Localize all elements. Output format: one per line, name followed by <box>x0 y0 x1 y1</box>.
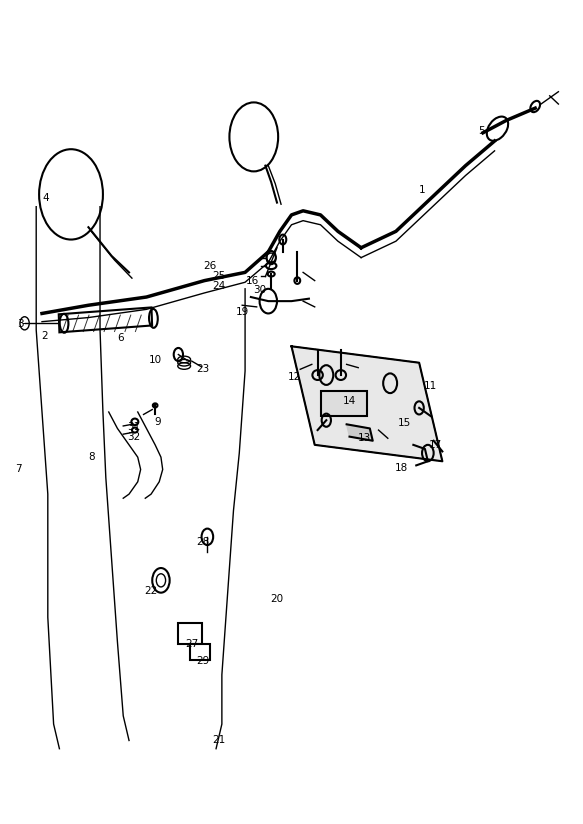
Text: 14: 14 <box>343 396 356 406</box>
Text: 19: 19 <box>236 307 249 316</box>
Text: 25: 25 <box>212 271 226 282</box>
Bar <box>178 623 202 644</box>
Text: 6: 6 <box>117 333 124 343</box>
Bar <box>59 307 152 332</box>
Text: 30: 30 <box>253 284 266 295</box>
Polygon shape <box>347 424 373 441</box>
Text: 27: 27 <box>185 639 198 648</box>
Text: 18: 18 <box>395 463 408 473</box>
Text: 5: 5 <box>479 126 485 136</box>
Text: 7: 7 <box>16 465 22 475</box>
Text: 13: 13 <box>357 433 371 443</box>
Bar <box>190 644 210 660</box>
Text: 28: 28 <box>196 536 210 547</box>
Text: 21: 21 <box>212 736 226 746</box>
Text: 16: 16 <box>246 275 259 286</box>
Text: 20: 20 <box>271 594 283 604</box>
Text: 2: 2 <box>41 330 48 340</box>
Text: 15: 15 <box>398 418 411 428</box>
Text: 10: 10 <box>149 355 161 365</box>
Text: 8: 8 <box>88 452 94 462</box>
Text: 1: 1 <box>419 185 426 195</box>
Text: 9: 9 <box>154 417 161 427</box>
Bar <box>321 391 367 416</box>
Text: 12: 12 <box>288 372 301 382</box>
Text: 24: 24 <box>212 281 226 292</box>
Text: 3: 3 <box>17 319 24 329</box>
Polygon shape <box>292 346 442 461</box>
Text: 23: 23 <box>196 364 210 374</box>
Text: 31: 31 <box>127 422 141 432</box>
Text: 26: 26 <box>203 261 217 271</box>
Text: 11: 11 <box>424 381 437 391</box>
Text: 17: 17 <box>429 440 442 450</box>
Text: 4: 4 <box>42 194 49 204</box>
Text: 32: 32 <box>127 432 141 442</box>
Text: 29: 29 <box>196 656 210 666</box>
Text: 22: 22 <box>145 586 158 596</box>
